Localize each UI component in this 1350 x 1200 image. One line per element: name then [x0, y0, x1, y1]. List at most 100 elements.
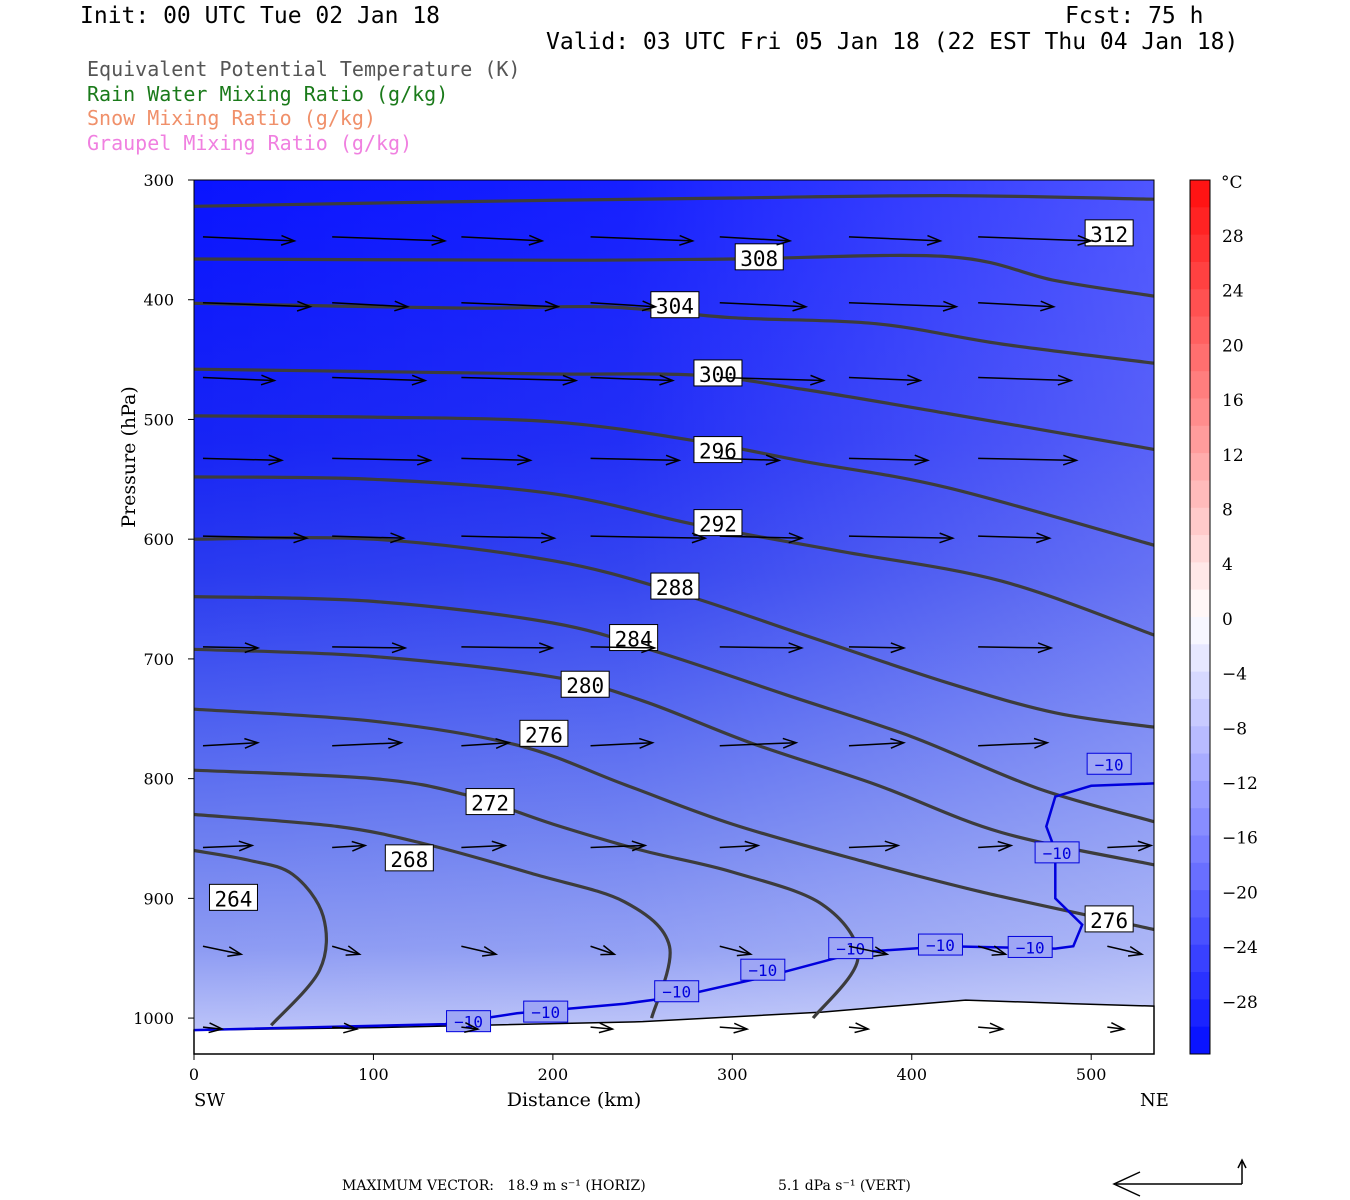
wind-vector-head — [431, 234, 448, 246]
max-vector-prefix: MAXIMUM VECTOR: — [342, 1178, 494, 1194]
colorbar-segment — [1190, 371, 1210, 399]
wind-vector-head — [528, 234, 545, 246]
wind-vector — [202, 301, 311, 308]
theta-e-contour-line — [193, 848, 328, 1027]
wind-vector-head — [516, 454, 533, 466]
axes: 300 400 500 600 700 800 900 1000 0 100 200 300 400 50… — [118, 171, 1169, 1111]
theta-e-contour-line — [193, 301, 1155, 365]
colorbar-segment — [1190, 698, 1210, 727]
wind-vector-head — [538, 642, 555, 654]
colorbar-label: −4 — [1222, 665, 1247, 685]
wind-vector — [332, 376, 426, 382]
theta-e-contour-line — [193, 812, 672, 1019]
colorbar-label: −24 — [1222, 938, 1258, 958]
colorbar-segment — [1190, 999, 1210, 1028]
wind-vector-head — [638, 737, 655, 749]
wind-vector — [590, 535, 706, 539]
wind-vector — [848, 646, 904, 649]
y-tick-label: 700 — [143, 650, 174, 669]
wind-vector-head — [939, 532, 955, 544]
sw-label: SW — [194, 1090, 225, 1111]
isotherm-label: −10 — [454, 1013, 483, 1032]
wind-vector — [590, 1026, 613, 1030]
colorbar-segment — [1190, 917, 1210, 946]
colorbar-segment — [1190, 261, 1210, 290]
wind-vector — [590, 945, 615, 955]
isotherm-label-box — [1034, 841, 1080, 864]
colorbar-label: 12 — [1222, 446, 1244, 466]
colorbar-label: 8 — [1222, 501, 1233, 521]
wind-vector — [202, 945, 242, 955]
wind-vector-head — [464, 1022, 481, 1033]
wind-vector-head — [544, 300, 561, 312]
contour-label: 308 — [740, 247, 778, 271]
wind-vector-head — [390, 532, 406, 544]
wind-vector-head — [641, 300, 658, 312]
theta-e-contour-line — [193, 536, 1155, 729]
wind-vector — [978, 236, 1091, 242]
wind-vector — [978, 535, 1050, 539]
contour-label: 272 — [471, 792, 509, 816]
wind-vector — [202, 457, 282, 462]
wind-vector-head — [495, 738, 512, 750]
wind-vector — [461, 741, 510, 747]
wind-vector-head — [391, 642, 408, 654]
wind-vector-head — [665, 454, 682, 466]
wind-vector-head — [411, 374, 428, 386]
wind-vector-head — [989, 1022, 1005, 1034]
contour-label: 296 — [699, 440, 737, 464]
wind-vector-head — [238, 840, 255, 852]
x-tick-label: 0 — [189, 1065, 199, 1084]
wind-vector — [978, 741, 1048, 747]
wind-vector — [978, 376, 1072, 382]
wind-vector-head — [776, 234, 793, 246]
wind-vector-head — [244, 642, 261, 654]
wind-vector-head — [540, 532, 557, 544]
isotherm-label: −10 — [531, 1003, 560, 1022]
wind-vector-head — [691, 532, 708, 544]
wind-vector — [461, 236, 543, 242]
isotherm-label: −10 — [1016, 938, 1045, 957]
wind-vector — [978, 457, 1077, 462]
wind-vector-head — [416, 454, 433, 466]
isotherm-label: −10 — [662, 983, 691, 1002]
x-tick-label: 300 — [717, 1065, 748, 1084]
wind-vector-head — [991, 945, 1008, 956]
wind-vector — [461, 844, 506, 849]
colorbar-segment — [1190, 644, 1210, 673]
isotherm-label-box — [1086, 752, 1132, 775]
wind-vector — [202, 535, 307, 539]
wind-vector-head — [1077, 234, 1094, 246]
wind-vector — [590, 741, 653, 747]
wind-vector — [719, 741, 797, 747]
wind-vector — [719, 945, 751, 955]
colorbar-label: 20 — [1222, 336, 1244, 356]
wind-vector-head — [268, 454, 284, 466]
wind-vector-head — [890, 642, 907, 654]
wind-vector-head — [733, 1022, 750, 1034]
wind-vector-head — [387, 737, 404, 749]
isotherm-line — [193, 782, 1155, 1032]
ne-label: NE — [1140, 1090, 1169, 1111]
isotherm-label: −10 — [1095, 755, 1124, 774]
contour-label-box — [465, 788, 515, 816]
wind-vector — [332, 301, 408, 308]
colorbar-label: −12 — [1222, 774, 1258, 794]
colorbar-segment — [1190, 890, 1210, 918]
contour-label: 264 — [215, 887, 253, 911]
wind-vector — [1107, 1026, 1124, 1030]
wind-vector — [848, 301, 957, 308]
contour-label-box — [560, 670, 610, 698]
isotherm-label-box — [523, 1000, 569, 1023]
colorbar-unit: °C — [1221, 173, 1243, 193]
max-vector-label: MAXIMUM VECTOR: 18.9 m s⁻¹ (HORIZ) — [342, 1178, 646, 1194]
wind-vector — [461, 376, 576, 382]
colorbar-segment — [1190, 780, 1210, 809]
wind-vector-head — [1037, 642, 1054, 654]
x-tick-label: 500 — [1076, 1065, 1107, 1084]
contour-label-box — [519, 719, 569, 747]
isotherm-label-box — [917, 933, 963, 956]
contour-label-box — [693, 359, 743, 387]
theta-e-contour-line — [193, 647, 1155, 867]
colorbar-segment — [1190, 589, 1210, 618]
